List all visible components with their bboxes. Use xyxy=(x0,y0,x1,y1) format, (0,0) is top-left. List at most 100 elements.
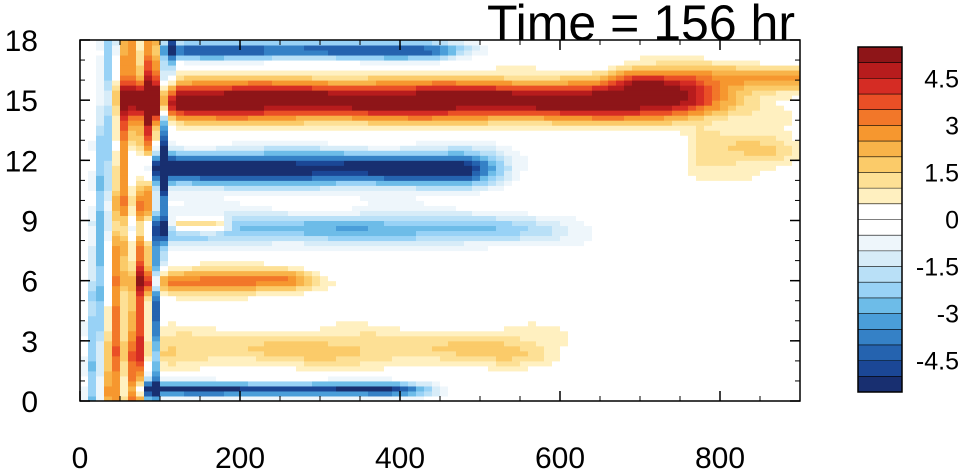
heatmap-cell xyxy=(264,260,273,267)
heatmap-cell xyxy=(192,200,201,206)
heatmap-cell xyxy=(600,65,609,71)
heatmap-cell xyxy=(296,70,305,76)
heatmap-cell xyxy=(312,130,321,136)
heatmap-cell xyxy=(176,85,185,91)
heatmap-cell xyxy=(216,320,225,327)
heatmap-cell xyxy=(216,315,225,322)
heatmap-cell xyxy=(288,140,297,146)
heatmap-cell xyxy=(208,395,217,402)
heatmap-cell xyxy=(304,60,313,66)
heatmap-cell xyxy=(256,110,265,116)
heatmap-cell xyxy=(528,185,537,191)
heatmap-cell xyxy=(136,75,145,81)
heatmap-cell xyxy=(424,65,433,71)
heatmap-cell xyxy=(408,100,417,106)
heatmap-cell xyxy=(552,135,561,141)
heatmap-cell xyxy=(88,395,97,402)
heatmap-cell xyxy=(392,145,401,151)
heatmap-cell xyxy=(272,220,281,227)
heatmap-cell xyxy=(264,180,273,186)
heatmap-cell xyxy=(560,60,569,66)
heatmap-cell xyxy=(352,180,361,186)
heatmap-cell xyxy=(104,350,113,357)
heatmap-cell xyxy=(320,110,329,116)
heatmap-cell xyxy=(168,250,177,257)
heatmap-cell xyxy=(296,225,305,232)
heatmap-cell xyxy=(152,265,161,272)
heatmap-cell xyxy=(80,265,89,272)
heatmap-cell xyxy=(360,215,369,221)
heatmap-cell xyxy=(128,210,137,216)
heatmap-cell xyxy=(416,150,425,156)
heatmap-cell xyxy=(416,270,425,277)
heatmap-cell xyxy=(224,355,233,362)
heatmap-cell xyxy=(496,365,505,372)
heatmap-cell xyxy=(624,80,633,86)
heatmap-cell xyxy=(168,45,177,51)
heatmap-cell xyxy=(224,145,233,151)
heatmap-cell xyxy=(256,290,265,297)
heatmap-cell xyxy=(272,80,281,86)
heatmap-cell xyxy=(520,345,529,352)
heatmap-cell xyxy=(104,340,113,347)
heatmap-cell xyxy=(344,90,353,96)
heatmap-cell xyxy=(448,130,457,136)
heatmap-cell xyxy=(512,360,521,367)
heatmap-cell xyxy=(176,60,185,66)
heatmap-cell xyxy=(464,225,473,232)
heatmap-cell xyxy=(304,325,313,332)
heatmap-cell xyxy=(264,95,273,101)
heatmap-cell xyxy=(448,280,457,287)
heatmap-cell xyxy=(88,145,97,151)
heatmap-cell xyxy=(160,125,169,131)
heatmap-cell xyxy=(456,95,465,101)
heatmap-cell xyxy=(192,225,201,232)
heatmap-cell xyxy=(264,395,273,402)
heatmap-cell xyxy=(136,210,145,216)
heatmap-cell xyxy=(184,120,193,126)
heatmap-cell xyxy=(568,260,577,267)
heatmap-cell xyxy=(376,345,385,352)
heatmap-cell xyxy=(408,70,417,76)
heatmap-cell xyxy=(400,45,409,51)
heatmap-cell xyxy=(512,355,521,362)
heatmap-cell xyxy=(216,145,225,151)
heatmap-cell xyxy=(424,285,433,292)
heatmap-cell xyxy=(208,355,217,362)
heatmap-cell xyxy=(536,105,545,111)
heatmap-cell xyxy=(296,145,305,151)
heatmap-cell xyxy=(192,105,201,111)
heatmap-cell xyxy=(480,265,489,272)
heatmap-cell xyxy=(216,280,225,287)
heatmap-cell xyxy=(232,380,241,387)
heatmap-cell xyxy=(608,280,617,287)
heatmap-cell xyxy=(504,285,513,292)
heatmap-cell xyxy=(528,365,537,372)
heatmap-cell xyxy=(176,200,185,206)
heatmap-cell xyxy=(96,270,105,277)
heatmap-cell xyxy=(472,130,481,136)
heatmap-cell xyxy=(160,240,169,247)
heatmap-cell xyxy=(528,140,537,146)
heatmap-cell xyxy=(392,360,401,367)
heatmap-cell xyxy=(432,335,441,342)
heatmap-cell xyxy=(352,90,361,96)
heatmap-cell xyxy=(312,65,321,71)
heatmap-cell xyxy=(592,290,601,297)
heatmap-cell xyxy=(360,55,369,61)
heatmap-cell xyxy=(472,80,481,86)
heatmap-cell xyxy=(400,395,409,402)
heatmap-cell xyxy=(80,90,89,96)
heatmap-cell xyxy=(144,85,153,91)
heatmap-cell xyxy=(184,270,193,277)
heatmap-cell xyxy=(144,360,153,367)
heatmap-cell xyxy=(352,60,361,66)
heatmap-cell xyxy=(88,335,97,342)
heatmap-cell xyxy=(608,300,617,307)
heatmap-cell xyxy=(464,155,473,161)
heatmap-cell xyxy=(616,240,625,247)
heatmap-cell xyxy=(568,360,577,367)
heatmap-cell xyxy=(608,335,617,342)
heatmap-cell xyxy=(120,305,129,312)
heatmap-cell xyxy=(320,150,329,156)
